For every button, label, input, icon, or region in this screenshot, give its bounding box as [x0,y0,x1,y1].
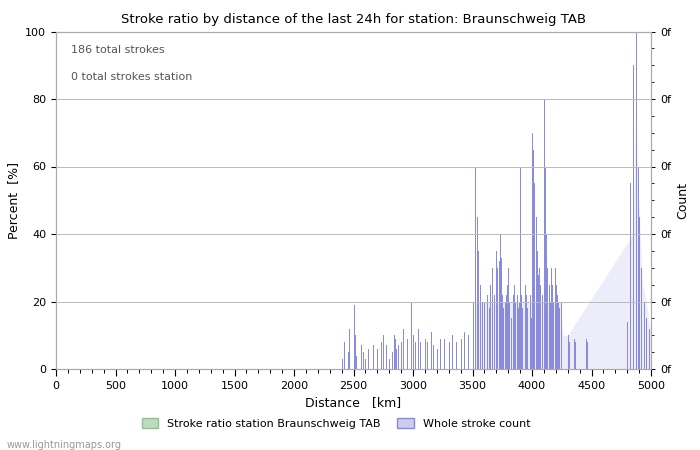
Text: 0 total strokes station: 0 total strokes station [71,72,192,82]
Text: www.lightningmaps.org: www.lightningmaps.org [7,440,122,450]
Title: Stroke ratio by distance of the last 24h for station: Braunschweig TAB: Stroke ratio by distance of the last 24h… [121,13,586,26]
Text: 186 total strokes: 186 total strokes [71,45,164,55]
Y-axis label: Percent  [%]: Percent [%] [7,162,20,239]
Y-axis label: Count: Count [677,182,690,219]
X-axis label: Distance   [km]: Distance [km] [305,396,402,410]
Legend: Stroke ratio station Braunschweig TAB, Whole stroke count: Stroke ratio station Braunschweig TAB, W… [137,414,535,433]
